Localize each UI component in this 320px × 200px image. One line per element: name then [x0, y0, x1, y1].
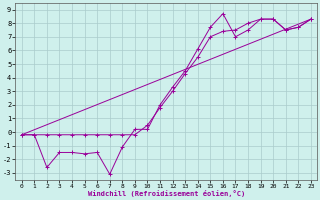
X-axis label: Windchill (Refroidissement éolien,°C): Windchill (Refroidissement éolien,°C): [88, 190, 245, 197]
